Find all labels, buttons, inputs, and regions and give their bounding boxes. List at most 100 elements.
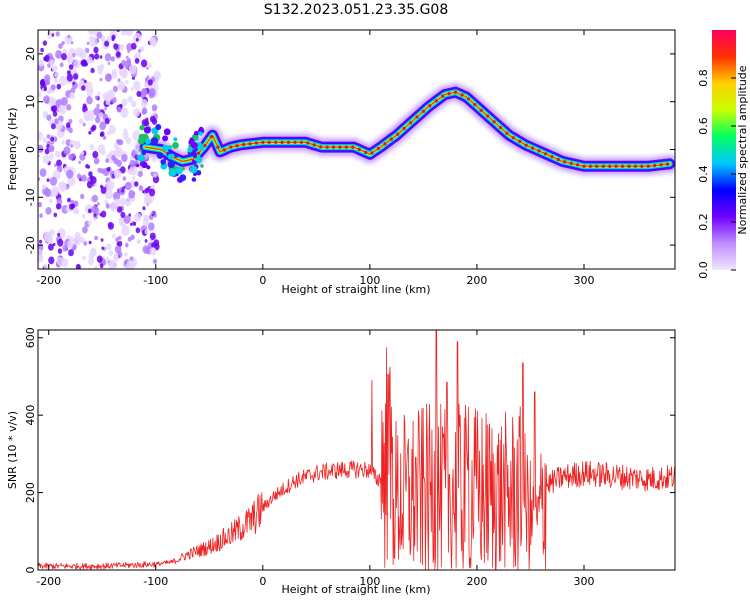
ridge-peak-dot [396,132,400,136]
noise-blob [120,211,126,218]
noise-blob [113,252,119,259]
colorbar-gradient [712,30,736,270]
noise-blob [43,95,50,104]
noise-blob [38,177,41,181]
noise-blob [111,37,115,42]
noise-blob [89,175,94,180]
noise-blob [125,30,134,36]
snr-line [38,330,675,570]
ridge-peak-dot [524,143,528,147]
noise-blob [121,189,124,193]
noise-blob [102,135,107,140]
noise-blob [123,128,128,134]
noise-blob [51,123,56,130]
noise-blob [38,131,43,141]
noise-blob [46,114,52,121]
spectrogram-x-axis-label: Height of straight line (km) [281,283,430,296]
noise-blob [133,80,141,91]
noise-blob [147,79,153,86]
noise-blob [129,156,134,161]
ridge-blob [168,168,177,177]
noise-blob [104,107,107,111]
ridge-peak-dot [492,120,496,124]
ridge-peak-dot [203,144,207,148]
noise-blob [66,169,74,179]
spectrogram-x-tick-label: 300 [574,274,595,287]
ridge-peak-dot [409,121,413,125]
noise-blob [122,176,127,181]
noise-blob [127,168,133,175]
ridge-peak-dot [197,151,201,155]
ridge-peak-dot [209,135,213,139]
noise-blob [112,85,118,93]
noise-blob [140,99,148,108]
noise-blob [41,184,47,190]
noise-blob [90,126,95,132]
snr-y-tick-label: 600 [24,327,37,348]
noise-blob [96,255,103,263]
noise-blob [57,248,63,254]
noise-blob [86,181,93,189]
snr-x-tick-label: -100 [143,575,168,588]
ridge-blob [188,144,192,148]
ridge-peak-dot [248,142,252,146]
noise-blob [121,30,127,36]
ridge-blob [200,164,204,168]
noise-blob [66,54,75,64]
noise-blob [68,118,73,124]
noise-blob [73,209,77,214]
ridge-peak-dot [505,131,509,135]
ridge-blob [187,147,193,153]
noise-blob [102,260,107,266]
noise-blob [132,175,136,180]
noise-blob [74,232,81,241]
noise-blob [83,110,92,122]
noise-blob [132,221,137,226]
ridge-blob [190,141,198,149]
ridge-peak-dot [646,164,650,168]
noise-blob [42,137,48,143]
noise-blob [48,256,55,265]
noise-blob [98,209,102,214]
ridge-peak-dot [563,160,567,164]
noise-blob [137,170,143,178]
ridge-blob [195,170,202,176]
ridge-peak-dot [550,155,554,159]
ridge-peak-dot [376,146,380,151]
ridge-blob [179,174,187,182]
noise-blob [70,144,73,148]
colorbar: 0.0 0.2 0.4 0.6 0.8 Normalized spectral ampl… [697,30,749,279]
ridge-blob [173,137,178,142]
noise-blob [78,160,81,164]
noise-blob [68,153,74,161]
noise-blob [152,258,158,264]
noise-blob [58,43,63,49]
noise-blob [94,53,100,60]
noise-blob [48,198,53,204]
noise-blob [144,187,149,194]
ridge-peak-dot [242,142,246,147]
ridge-blob [150,137,159,145]
noise-blob [149,36,157,46]
ridge-band [144,91,671,167]
noise-blob [130,222,133,226]
noise-blob [148,63,152,68]
ridge-blob [191,177,197,182]
ridge-peak-dot [473,103,477,107]
noise-blob [67,197,71,203]
ridge-peak-dot [627,164,631,168]
noise-blob [57,238,64,247]
noise-blob [92,150,99,159]
spectrogram-x-ticks: -200 -100 0 100 200 300 [36,30,595,287]
ridge-blob [162,135,169,142]
ridge-peak-dot [261,140,265,144]
noise-blob [88,257,95,266]
noise-blob [82,122,86,127]
ridge-peak-dot [659,163,663,167]
noise-blob [119,44,125,51]
noise-blob [74,140,81,150]
noise-blob [99,64,105,71]
noise-blob [50,84,56,91]
figure-title: S132.2023.051.23.35.G08 [264,2,449,18]
